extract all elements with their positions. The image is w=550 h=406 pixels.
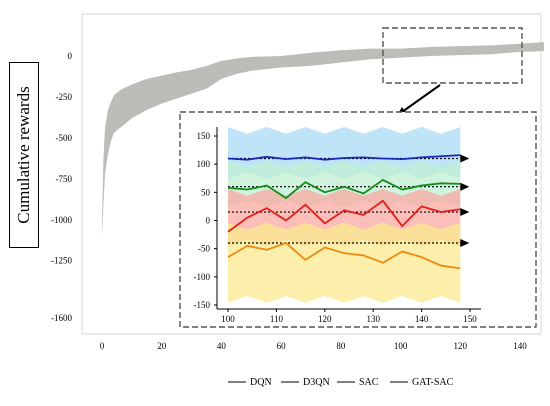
main-x-tick-label: 0 xyxy=(100,341,105,351)
main-y-tick-label: 0 xyxy=(68,51,73,61)
inset-y-tick-label: 50 xyxy=(201,187,211,197)
main-x-tick-label: 120 xyxy=(454,341,468,351)
inset-y-tick-label: 150 xyxy=(197,131,211,141)
main-x-ticks: 0 20 40 60 80 100 120 140 xyxy=(100,341,528,351)
reference-arrowhead xyxy=(460,154,470,163)
reference-arrowhead xyxy=(460,208,470,217)
legend-label-gat-sac: GAT-SAC xyxy=(412,377,454,388)
line-dqn xyxy=(227,154,461,161)
main-y-tick-label: -750 xyxy=(56,174,73,184)
main-y-tick-label: -1600 xyxy=(51,313,72,323)
line-sac xyxy=(227,199,461,233)
line-d3qn xyxy=(227,178,461,200)
inset-y-tick-label: -50 xyxy=(198,244,210,254)
inset-x-ticks: 100 110 120 130 140 150 xyxy=(221,309,477,324)
legend-label-d3qn: D3QN xyxy=(303,377,330,388)
inset-y-tick-label: 100 xyxy=(197,159,211,169)
inset-y-tick-label: -150 xyxy=(194,300,211,310)
zoom-arrow xyxy=(401,84,441,113)
main-x-tick-label: 100 xyxy=(394,341,408,351)
main-x-tick-label: 80 xyxy=(336,341,346,351)
y-axis-label-box: Cumulative rewards xyxy=(9,62,39,248)
y-axis-label: Cumulative rewards xyxy=(14,86,33,224)
inset-bands xyxy=(228,126,461,303)
band-dqn xyxy=(228,126,461,179)
main-x-tick-label: 20 xyxy=(157,341,167,351)
inset-y-tick-label: -100 xyxy=(194,272,211,282)
main-x-tick-label: 140 xyxy=(513,341,527,351)
band-gat-sac xyxy=(228,222,461,303)
line-gat-sac xyxy=(227,242,461,270)
inset-x-tick-label: 120 xyxy=(318,314,332,324)
inset-x-tick-label: 130 xyxy=(366,314,380,324)
legend-label-dqn: DQN xyxy=(250,377,272,388)
inset-x-tick-label: 100 xyxy=(221,314,235,324)
inset-plot xyxy=(227,126,470,303)
zoom-source-box xyxy=(382,27,523,84)
main-x-tick-label: 60 xyxy=(277,341,287,351)
inset-y-tick-label: 0 xyxy=(206,216,211,226)
inset-x-tick-label: 150 xyxy=(463,314,477,324)
reference-arrowhead xyxy=(460,239,470,248)
band-d3qn xyxy=(228,160,461,207)
main-x-tick-label: 40 xyxy=(217,341,227,351)
inset-x-tick-label: 140 xyxy=(415,314,429,324)
main-y-tick-label: -500 xyxy=(56,133,73,143)
reference-arrowhead xyxy=(460,182,470,191)
inset-series-lines xyxy=(227,154,461,270)
main-y-tick-label: -1000 xyxy=(51,215,72,225)
main-y-tick-label: -1250 xyxy=(51,256,72,266)
legend-label-sac: SAC xyxy=(359,377,379,388)
main-y-tick-label: -250 xyxy=(56,92,73,102)
inset-x-tick-label: 110 xyxy=(270,314,284,324)
main-y-ticks: 0 -250 -500 -750 -1000 -1250 -1600 xyxy=(51,51,73,323)
inset-y-ticks: 150 100 50 0 -50 -100 -150 xyxy=(194,131,217,310)
legend: DQN D3QN SAC GAT-SAC xyxy=(228,377,454,388)
